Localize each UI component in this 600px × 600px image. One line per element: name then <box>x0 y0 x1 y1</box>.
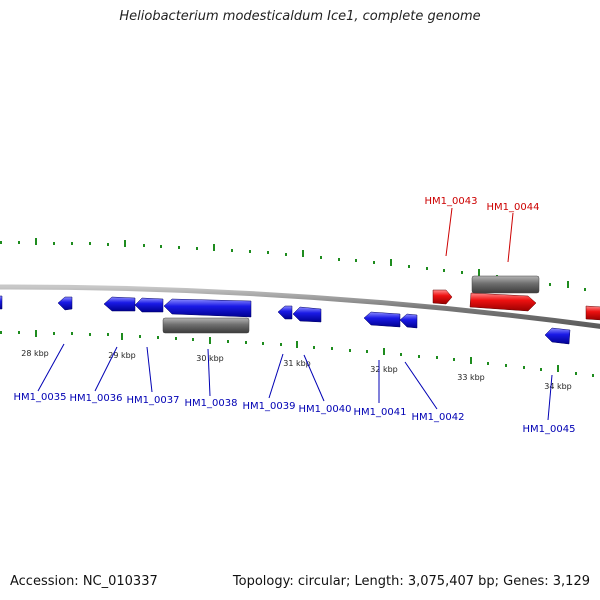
scale-label-30kbp: 30 kbp <box>196 354 224 363</box>
lower-tick-row <box>0 330 594 377</box>
gene-arrow-HM1_0046[interactable] <box>585 305 600 321</box>
gene-label-HM1_0039[interactable]: HM1_0039 <box>243 401 296 412</box>
scale-label-34kbp: 34 kbp <box>544 382 572 391</box>
scale-label-32kbp: 32 kbp <box>370 365 398 374</box>
gene-arrow-HM1_0038[interactable] <box>163 298 252 318</box>
gene-label-HM1_0040[interactable]: HM1_0040 <box>299 404 352 415</box>
rna-features <box>162 275 540 334</box>
label-leaders <box>37 207 553 421</box>
genome-backbone <box>0 284 600 329</box>
gene-label-HM1_0038[interactable]: HM1_0038 <box>185 398 238 409</box>
gene-label-HM1_0044[interactable]: HM1_0044 <box>487 202 540 213</box>
gene-arrow-HM1_0039[interactable] <box>277 305 293 320</box>
gene-arrow-HM1_0043[interactable] <box>432 289 453 305</box>
gene-arrow-HM1_0042[interactable] <box>399 313 418 329</box>
rna-feature-lower[interactable] <box>162 317 250 334</box>
gene-arrow-HM1_0041[interactable] <box>363 311 401 328</box>
gene-label-HM1_0042[interactable]: HM1_0042 <box>412 412 465 423</box>
accession-label: Accession: NC_010337 <box>10 574 158 589</box>
forward-genes <box>432 289 600 321</box>
gene-label-HM1_0036[interactable]: HM1_0036 <box>70 393 123 404</box>
gene-arrow-HM1_0037[interactable] <box>134 297 164 313</box>
scale-label-29kbp: 29 kbp <box>108 351 136 360</box>
gene-label-HM1_0045[interactable]: HM1_0045 <box>523 424 576 435</box>
gene-arrow-HM1_0045[interactable] <box>544 327 571 345</box>
gene-label-HM1_0041[interactable]: HM1_0041 <box>354 407 407 418</box>
rna-feature-upper[interactable] <box>471 275 540 294</box>
gene-label-HM1_0043[interactable]: HM1_0043 <box>425 196 478 207</box>
gene-arrow-HM1_0040[interactable] <box>292 306 322 323</box>
gene-label-HM1_0035[interactable]: HM1_0035 <box>14 392 67 403</box>
scale-label-33kbp: 33 kbp <box>457 373 485 382</box>
gene-label-HM1_0037[interactable]: HM1_0037 <box>127 395 180 406</box>
gene-arrow-HM1_0044[interactable] <box>469 292 537 312</box>
gene-arrow-HM1_0035[interactable] <box>57 296 73 311</box>
reverse-genes <box>0 295 571 345</box>
map-title: Heliobacterium modesticaldum Ice1, compl… <box>119 9 481 24</box>
topology-label: Topology: circular; Length: 3,075,407 bp… <box>232 574 590 589</box>
gene-arrow-HM1_0036[interactable] <box>103 296 136 312</box>
scale-label-31kbp: 31 kbp <box>283 359 311 368</box>
gene-arrow-HM1_0034[interactable] <box>0 295 3 310</box>
scale-label-28kbp: 28 kbp <box>21 349 49 358</box>
